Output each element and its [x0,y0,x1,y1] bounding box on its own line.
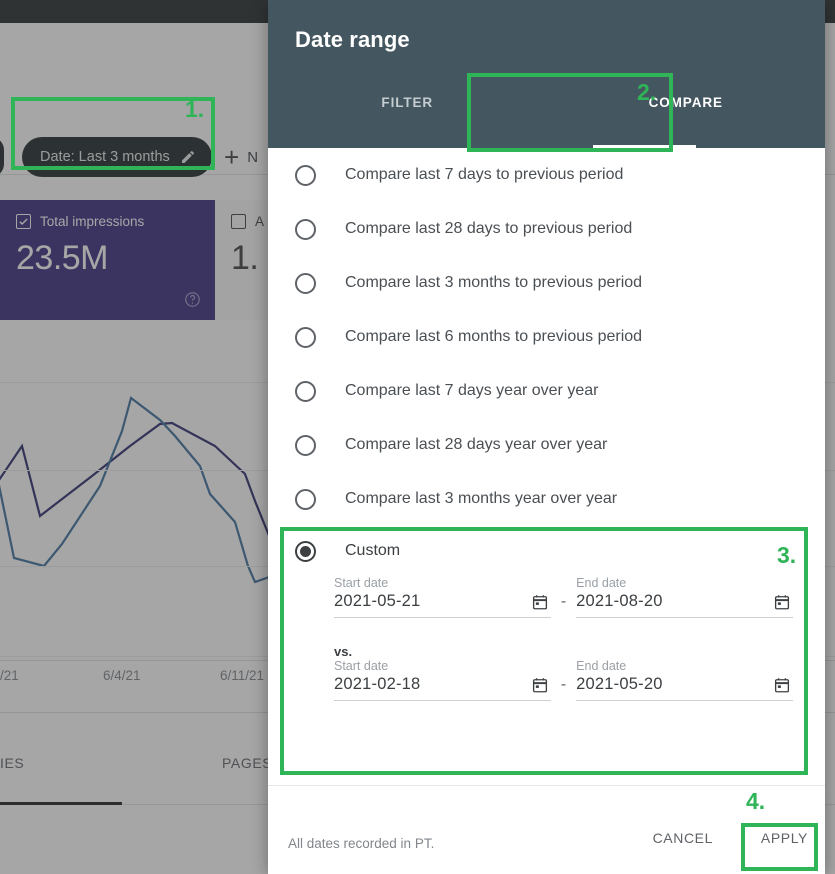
comparison-start-caption: Start date [334,659,389,673]
option-label: Compare last 6 months to previous period [345,328,643,345]
metric-card-header: Total impressions [16,214,199,229]
plus-icon: + [224,142,240,172]
option-compare-3-months-previous[interactable]: Compare last 3 months to previous period [268,256,825,310]
radio-icon[interactable] [295,164,316,186]
calendar-icon[interactable] [773,676,791,694]
primary-range-separator: - [560,593,567,610]
comparison-end-caption: End date [576,659,627,673]
date-range-dialog: Date range FILTER COMPARE Compare last 7… [268,0,825,874]
filter-chip-partial[interactable] [0,137,4,177]
custom-comparison-range: Start date 2021-02-18 - End date [334,659,794,701]
cancel-button[interactable]: CANCEL [652,830,713,846]
option-custom[interactable]: Custom [268,526,825,576]
comparison-start-field[interactable]: Start date 2021-02-18 [334,659,551,701]
metric-card-header-secondary: A [231,214,414,229]
timezone-note: All dates recorded in PT. [288,836,435,851]
calendar-icon[interactable] [531,676,549,694]
tab-queries[interactable]: IES [0,755,25,771]
radio-icon[interactable] [295,380,316,402]
radio-selected-icon[interactable] [295,540,316,562]
metric-card-value-secondary: 1. [231,239,259,277]
radio-icon[interactable] [295,218,316,240]
radio-icon[interactable] [295,434,316,456]
pencil-icon [180,149,196,165]
radio-icon[interactable] [295,488,316,510]
option-compare-6-months-previous[interactable]: Compare last 6 months to previous period [268,310,825,364]
vs-label: vs. [334,644,353,659]
dialog-title: Date range [295,27,410,52]
primary-start-field[interactable]: Start date 2021-05-21 [334,576,551,618]
option-custom-label: Custom [345,542,401,559]
primary-end-field[interactable]: End date 2021-08-20 [576,576,794,618]
apply-button[interactable]: APPLY [760,830,808,846]
option-label: Compare last 7 days to previous period [345,166,624,183]
custom-primary-range: Start date 2021-05-21 - End date [268,576,825,701]
primary-start-caption: Start date [334,576,389,590]
checkbox-checked-icon[interactable] [16,214,31,229]
option-label: Compare last 3 months to previous period [345,274,643,291]
primary-end-value[interactable]: 2021-08-20 [576,592,663,610]
checkbox-unchecked-icon[interactable] [231,214,246,229]
dialog-footer: All dates recorded in PT. CANCEL APPLY [268,785,825,874]
comparison-range-separator: - [560,676,567,693]
option-compare-28-days-previous[interactable]: Compare last 28 days to previous period [268,202,825,256]
tab-compare[interactable]: COMPARE [547,84,826,148]
x-tick-2: 6/11/21 [220,668,265,683]
option-label: Compare last 3 months year over year [345,490,618,507]
date-range-chip[interactable]: Date: Last 3 months [22,137,212,177]
metric-card-value: 23.5M [16,239,109,277]
option-compare-28-days-yoy[interactable]: Compare last 28 days year over year [268,418,825,472]
chart-x-axis: /21 6/4/21 6/11/21 [0,668,835,702]
calendar-icon[interactable] [531,593,549,611]
metric-card-total-impressions[interactable]: Total impressions 23.5M [0,200,215,320]
tab-filter-label: FILTER [381,95,434,110]
primary-start-value[interactable]: 2021-05-21 [334,592,421,610]
comparison-end-value[interactable]: 2021-05-20 [576,675,663,693]
radio-icon[interactable] [295,326,316,348]
radio-icon[interactable] [295,272,316,294]
option-compare-3-months-yoy[interactable]: Compare last 3 months year over year [268,472,825,526]
calendar-icon[interactable] [773,593,791,611]
new-filter-button[interactable]: + N [224,137,258,177]
metric-card-title-secondary: A [255,214,265,229]
dialog-body: Compare last 7 days to previous period C… [268,148,825,785]
tab-compare-label: COMPARE [648,95,723,110]
comparison-start-value[interactable]: 2021-02-18 [334,675,421,693]
option-compare-7-days-yoy[interactable]: Compare last 7 days year over year [268,364,825,418]
primary-end-caption: End date [576,576,627,590]
active-tab-indicator [593,145,696,148]
option-label: Compare last 7 days year over year [345,382,599,399]
custom-date-section: Custom Start date 2021-05-21 [268,526,825,711]
dialog-header: Date range FILTER COMPARE [268,0,825,148]
dialog-tabs: FILTER COMPARE [268,84,825,148]
active-tab-underline [0,802,122,805]
comparison-end-field[interactable]: End date 2021-05-20 [576,659,794,701]
tab-filter[interactable]: FILTER [268,84,547,148]
x-tick-0: /21 [0,668,19,683]
option-label: Compare last 28 days to previous period [345,220,633,237]
x-tick-1: 6/4/21 [103,668,141,683]
option-label: Compare last 28 days year over year [345,436,608,453]
tab-pages[interactable]: PAGES [222,755,273,771]
help-circle-icon[interactable] [184,291,201,308]
new-filter-label: N [247,148,259,166]
option-compare-7-days-previous[interactable]: Compare last 7 days to previous period [268,148,825,202]
metric-card-title: Total impressions [40,214,145,229]
date-chip-label: Date: Last 3 months [40,149,170,165]
